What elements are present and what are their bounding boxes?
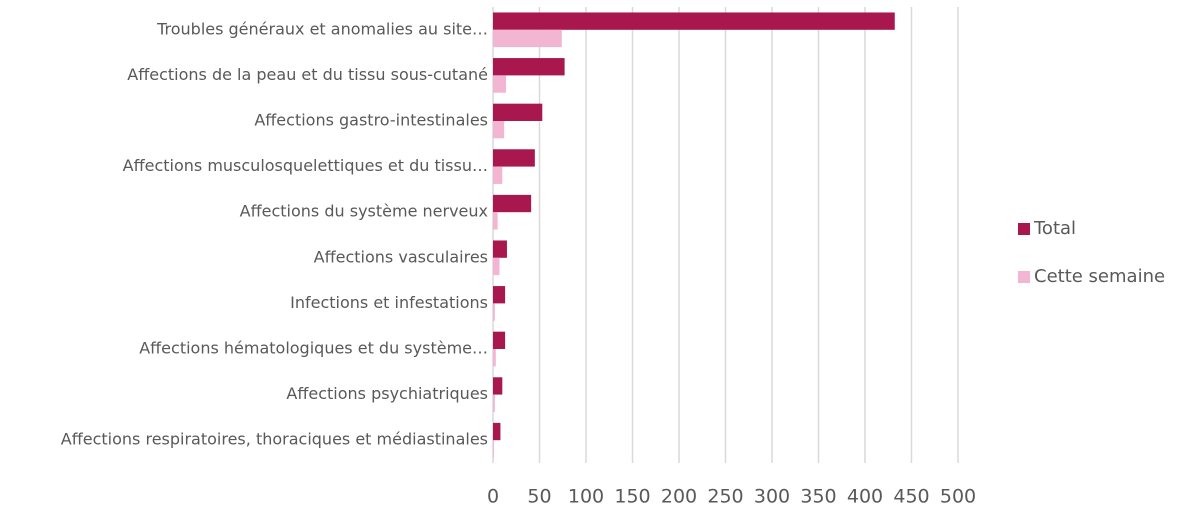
x-tick-label: 450 [893, 486, 929, 506]
x-tick-label: 150 [614, 486, 650, 506]
bar [493, 440, 494, 458]
bar [493, 194, 532, 213]
y-tick-label: Affections hématologiques et du système… [139, 339, 488, 358]
legend-label: Total [1033, 218, 1076, 239]
bar [493, 121, 505, 139]
y-tick-label: Affections psychiatriques [286, 384, 488, 403]
y-tick-label: Affections musculosquelettiques et du ti… [123, 156, 488, 175]
legend-swatch [1018, 223, 1030, 235]
x-tick-label: 50 [527, 486, 551, 506]
bar [493, 349, 496, 367]
bar [493, 212, 498, 230]
y-tick-label: Affections vasculaires [314, 247, 488, 266]
y-tick-label: Affections gastro-intestinales [254, 111, 488, 130]
x-tick-label: 500 [940, 486, 976, 506]
bar [493, 331, 506, 349]
bar [493, 240, 507, 258]
y-tick-label: Infections et infestations [290, 293, 488, 312]
x-tick-label: 250 [707, 486, 743, 506]
x-tick-label: 200 [661, 486, 697, 506]
x-tick-label: 0 [487, 486, 499, 506]
bar [493, 58, 565, 76]
bar [493, 29, 562, 48]
bar [493, 394, 495, 412]
x-tick-label: 400 [847, 486, 883, 506]
bar [493, 12, 895, 30]
x-tick-label: 300 [754, 486, 790, 506]
bar [493, 166, 503, 184]
legend-label: Cette semaine [1034, 266, 1165, 287]
y-tick-label: Troubles généraux et anomalies au site… [156, 19, 488, 38]
bar [493, 103, 543, 121]
bar [493, 286, 506, 304]
bar [493, 149, 535, 167]
bar [493, 75, 507, 93]
y-tick-label: Affections du système nerveux [240, 202, 488, 221]
legend-swatch [1018, 271, 1030, 283]
bar [493, 377, 503, 395]
y-tick-label: Affections respiratoires, thoraciques et… [61, 430, 488, 449]
bar [493, 422, 501, 441]
y-tick-label: Affections de la peau et du tissu sous-c… [127, 65, 488, 84]
x-tick-label: 100 [568, 486, 604, 506]
x-tick-label: 350 [800, 486, 836, 506]
bar [493, 303, 495, 321]
bar [493, 257, 500, 276]
